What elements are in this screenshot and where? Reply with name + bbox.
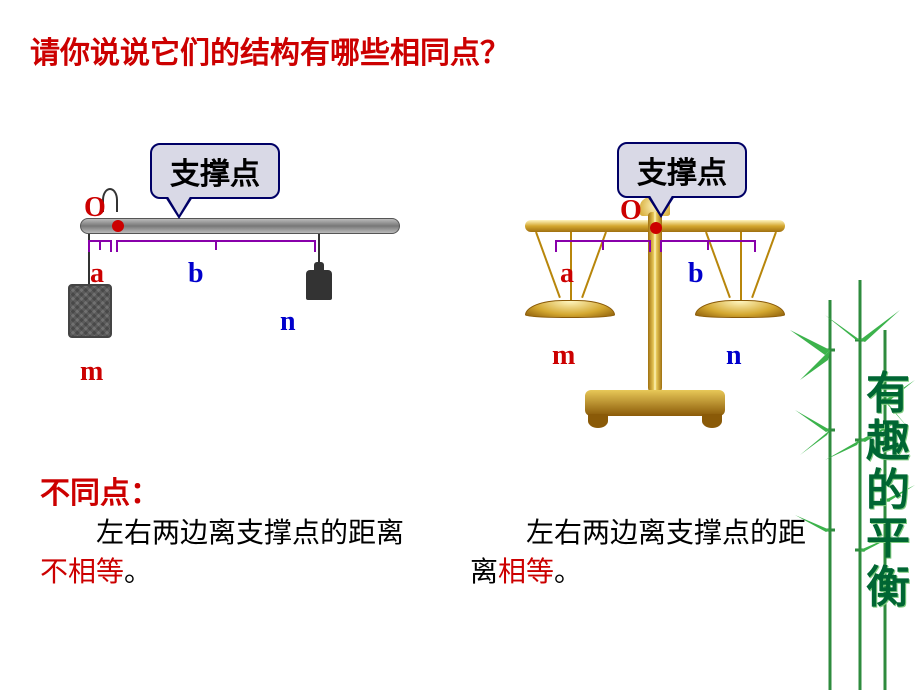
label-b-right: b [688,258,704,290]
balance-column [648,212,662,392]
callout-pivot-left: 支撑点 [150,143,280,199]
left-desc-suffix: 。 [124,557,152,588]
left-desc-highlight: 不相等 [40,557,124,588]
vertical-char: 趣 [866,418,910,466]
label-m-right: m [552,340,575,372]
question-title: 请你说说它们的结构有哪些相同点？ [30,28,510,72]
balance-base [585,390,725,416]
steelyard-diagram [60,200,400,380]
label-n-left: n [280,306,296,338]
balance-foot [588,414,608,428]
vertical-char: 衡 [866,564,910,612]
label-O-right: O [620,195,642,227]
brace-b-left [116,240,316,250]
vertical-char: 的 [866,467,910,515]
label-m-left: m [80,356,103,388]
left-description: 左右两边离支撑点的距离不相等。 [40,514,410,592]
balance-pan-right-icon [695,300,785,318]
left-desc-prefix: 左右两边离支撑点的距离 [40,518,404,549]
brace-a-left [88,240,112,250]
right-description: 左右两边离支撑点的距离相等。 [470,514,810,592]
brace-b-right [660,240,756,250]
pivot-dot-left [112,220,124,232]
right-desc-highlight: 相等 [498,557,554,588]
right-desc-suffix: 。 [554,557,582,588]
callout-pivot-right: 支撑点 [617,142,747,198]
label-O-left: O [84,192,106,224]
steelyard-weight-icon [306,270,332,300]
label-a-right: a [560,258,574,290]
brace-a-right [555,240,651,250]
balance-foot [702,414,722,428]
balance-pan-left-icon [525,300,615,318]
difference-header: 不同点： [40,468,160,512]
pivot-dot-right [650,222,662,234]
label-n-right: n [726,340,742,372]
vertical-title: 有 趣 的 平 衡 [866,370,910,612]
vertical-char: 有 [866,370,910,418]
label-a-left: a [90,258,104,290]
vertical-char: 平 [866,515,910,563]
steelyard-beam [80,218,400,234]
label-b-left: b [188,258,204,290]
steelyard-basket-icon [68,284,112,338]
